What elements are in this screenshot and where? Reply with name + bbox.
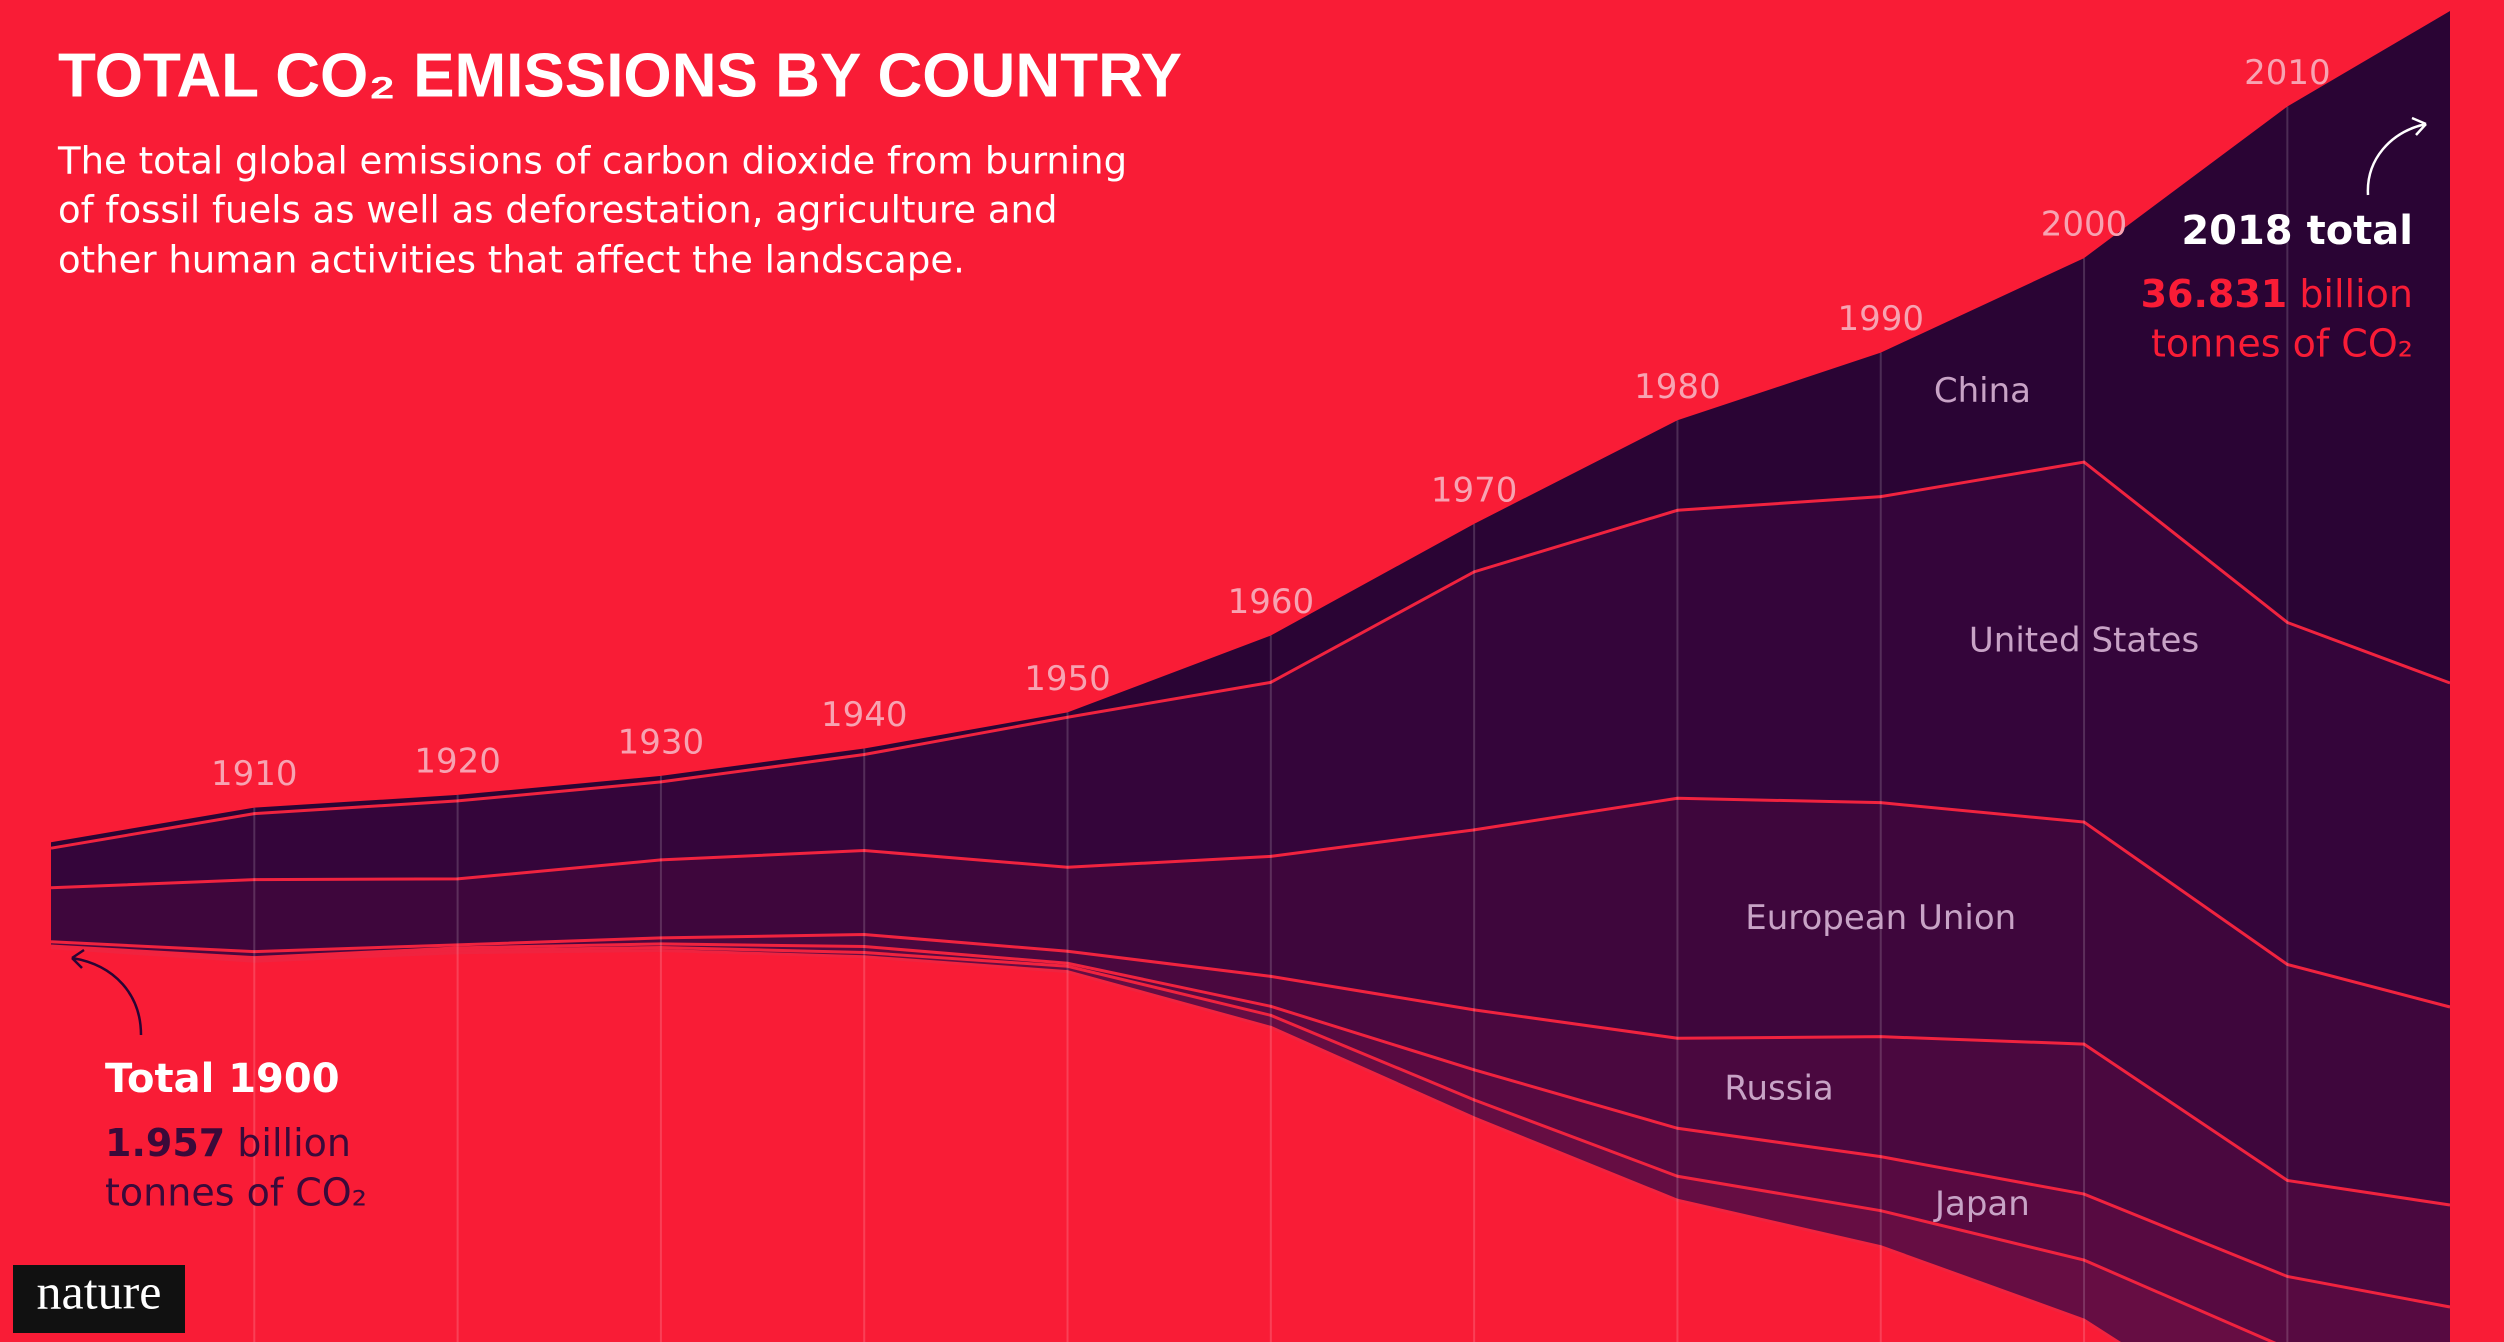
logo: nature xyxy=(37,1263,162,1319)
value: 1.957 xyxy=(105,1121,225,1165)
annotation-unit: tonnes of CO₂ xyxy=(2151,322,2413,366)
subtitle: other human activities that affect the l… xyxy=(58,239,965,282)
series-label: Japan xyxy=(1933,1184,2030,1224)
band-separator xyxy=(50,796,2451,1009)
chart-title: TOTAL CO₂ EMISSIONS BY COUNTRY xyxy=(58,41,1182,110)
arrow xyxy=(71,948,143,1036)
year-label: 1980 xyxy=(1634,367,1721,407)
year-label: 1920 xyxy=(414,741,501,781)
year-label: 1990 xyxy=(1837,299,1924,339)
series-label: European Union xyxy=(1745,898,2016,938)
year-label: 2010 xyxy=(2244,53,2331,93)
band-separator xyxy=(50,942,2451,1309)
stream-band xyxy=(51,946,2273,1342)
year-label: 1960 xyxy=(1228,582,1315,622)
year-label: 1950 xyxy=(1024,659,1111,699)
band-separator xyxy=(50,945,2277,1342)
series-label: United States xyxy=(1969,621,2199,661)
stream-band xyxy=(51,11,2450,849)
year-label: 1970 xyxy=(1431,470,1518,510)
unit: billion xyxy=(2299,272,2413,316)
subtitle: of fossil fuels as well as deforestation… xyxy=(58,189,1057,232)
year-label: 1910 xyxy=(211,754,298,794)
arrow xyxy=(2366,116,2427,196)
band-separator xyxy=(50,460,2451,850)
stream-band xyxy=(51,462,2450,1007)
year-label: 1930 xyxy=(618,722,705,762)
series-label: China xyxy=(1934,371,2031,411)
subtitle: The total global emissions of carbon dio… xyxy=(57,140,1127,183)
value: 36.831 xyxy=(2141,272,2288,316)
band-separator xyxy=(50,946,2122,1342)
unit: billion xyxy=(237,1121,351,1165)
annotation-value: 1.957 billion xyxy=(105,1121,351,1165)
stream-band xyxy=(51,798,2450,1205)
stream-band xyxy=(51,934,2450,1307)
band-separator xyxy=(50,933,2451,1207)
annotation-value: 36.831 billion xyxy=(2141,272,2413,316)
annotation-title: Total 1900 xyxy=(105,1056,340,1102)
year-label: 1940 xyxy=(821,695,908,735)
stream-band xyxy=(51,943,2450,1342)
logo-box xyxy=(13,1265,185,1333)
year-label: 2000 xyxy=(2041,205,2128,245)
annotation-unit: tonnes of CO₂ xyxy=(105,1171,367,1215)
plot-area: 1910 1920 1930 1940 1950 1960 1970 1980 1990 2000… xyxy=(50,11,2451,1342)
series-label: Russia xyxy=(1724,1068,1833,1108)
annotation-title: 2018 total xyxy=(2181,208,2413,254)
